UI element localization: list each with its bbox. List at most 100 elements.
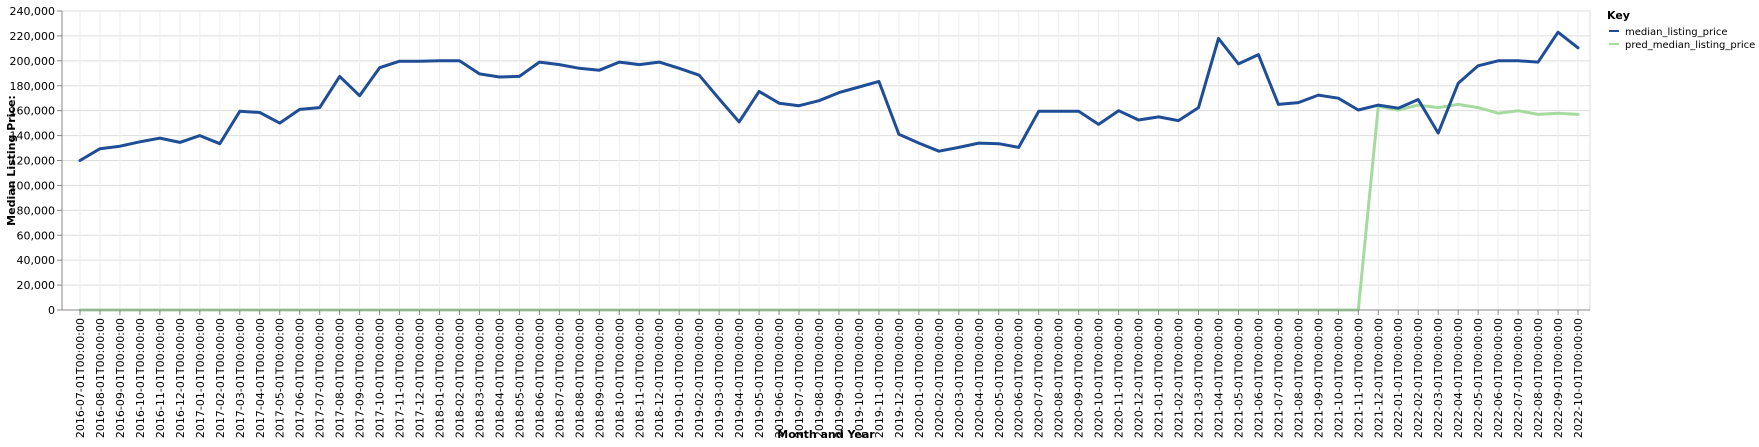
x-tick-label: 2018-11-01T00:00:00 — [633, 318, 646, 438]
x-tick-label: 2022-07-01T00:00:00 — [1512, 318, 1525, 438]
y-tick-label: 60,000 — [17, 229, 56, 242]
x-tick-label: 2020-03-01T00:00:00 — [953, 318, 966, 438]
x-tick-label: 2020-10-01T00:00:00 — [1093, 318, 1106, 438]
x-tick-label: 2021-06-01T00:00:00 — [1252, 318, 1265, 438]
x-tick-label: 2017-05-01T00:00:00 — [274, 318, 287, 438]
legend-label: pred_median_listing_price — [1625, 40, 1755, 51]
x-tick-label: 2017-03-01T00:00:00 — [234, 318, 247, 438]
x-tick-label: 2019-11-01T00:00:00 — [873, 318, 886, 438]
x-tick-label: 2020-09-01T00:00:00 — [1073, 318, 1086, 438]
x-tick-label: 2022-09-01T00:00:00 — [1552, 318, 1565, 438]
x-tick-label: 2017-07-01T00:00:00 — [314, 318, 327, 438]
y-tick-label: 180,000 — [10, 80, 56, 93]
x-tick-label: 2017-06-01T00:00:00 — [294, 318, 307, 438]
y-tick-label: 20,000 — [17, 279, 56, 292]
x-tick-label: 2021-12-01T00:00:00 — [1372, 318, 1385, 438]
x-tick-label: 2021-10-01T00:00:00 — [1332, 318, 1345, 438]
x-tick-label: 2017-02-01T00:00:00 — [214, 318, 227, 438]
x-tick-label: 2018-06-01T00:00:00 — [533, 318, 546, 438]
x-tick-label: 2016-08-01T00:00:00 — [94, 318, 107, 438]
x-tick-label: 2019-02-01T00:00:00 — [693, 318, 706, 438]
x-tick-label: 2016-09-01T00:00:00 — [114, 318, 127, 438]
x-tick-label: 2016-11-01T00:00:00 — [154, 318, 167, 438]
x-tick-label: 2020-02-01T00:00:00 — [933, 318, 946, 438]
x-tick-label: 2020-07-01T00:00:00 — [1033, 318, 1046, 438]
x-tick-label: 2020-01-01T00:00:00 — [913, 318, 926, 438]
y-axis: 0 20,000 40,000 60,000 80,000 100,000 120,000 1… — [10, 5, 63, 317]
x-tick-label: 2018-04-01T00:00:00 — [493, 318, 506, 438]
x-tick-label: 2019-10-01T00:00:00 — [853, 318, 866, 438]
x-tick-label: 2016-07-01T00:00:00 — [74, 318, 87, 438]
x-tick-label: 2020-04-01T00:00:00 — [973, 318, 986, 438]
x-tick-label: 2022-10-01T00:00:00 — [1572, 318, 1585, 438]
x-tick-label: 2018-03-01T00:00:00 — [473, 318, 486, 438]
x-tick-label: 2017-12-01T00:00:00 — [414, 318, 427, 438]
series-line-median_listing_price — [78, 30, 1580, 162]
x-tick-label: 2022-08-01T00:00:00 — [1532, 318, 1545, 438]
x-tick-label: 2022-05-01T00:00:00 — [1472, 318, 1485, 438]
x-tick-label: 2021-08-01T00:00:00 — [1292, 318, 1305, 438]
legend-label: median_listing_price — [1625, 27, 1728, 38]
x-tick-label: 2019-08-01T00:00:00 — [813, 318, 826, 438]
x-tick-label: 2019-05-01T00:00:00 — [753, 318, 766, 438]
x-tick-label: 2019-12-01T00:00:00 — [893, 318, 906, 438]
y-tick-label: 120,000 — [10, 155, 56, 168]
x-tick-label: 2021-07-01T00:00:00 — [1272, 318, 1285, 438]
x-tick-label: 2021-03-01T00:00:00 — [1193, 318, 1206, 438]
y-tick-label: 200,000 — [10, 55, 56, 68]
x-axis: 2016-07-01T00:00:00 2016-08-01T00:00:00 20… — [62, 309, 1590, 438]
y-tick-label: 40,000 — [17, 254, 56, 267]
x-tick-label: 2020-11-01T00:00:00 — [1113, 318, 1126, 438]
x-tick-label: 2021-04-01T00:00:00 — [1212, 318, 1225, 438]
x-tick-label: 2021-01-01T00:00:00 — [1153, 318, 1166, 438]
x-tick-label: 2017-01-01T00:00:00 — [194, 318, 207, 438]
x-tick-label: 2017-09-01T00:00:00 — [354, 318, 367, 438]
legend: Key median_listing_price pred_median_list… — [1607, 9, 1755, 51]
y-tick-label: 100,000 — [10, 179, 56, 192]
x-tick-label: 2021-09-01T00:00:00 — [1312, 318, 1325, 438]
y-tick-label: 220,000 — [10, 30, 56, 43]
x-tick-label: 2019-01-01T00:00:00 — [673, 318, 686, 438]
series-lines — [78, 30, 1580, 312]
x-tick-label: 2019-07-01T00:00:00 — [793, 318, 806, 438]
x-tick-label: 2019-04-01T00:00:00 — [733, 318, 746, 438]
x-tick-label: 2018-05-01T00:00:00 — [513, 318, 526, 438]
x-tick-label: 2017-10-01T00:00:00 — [374, 318, 387, 438]
x-tick-label: 2018-02-01T00:00:00 — [453, 318, 466, 438]
y-tick-label: 240,000 — [10, 5, 56, 18]
y-tick-label: 0 — [48, 304, 55, 317]
x-tick-label: 2019-06-01T00:00:00 — [773, 318, 786, 438]
y-axis-title: Median Listing Price: — [5, 95, 18, 226]
x-tick-label: 2016-12-01T00:00:00 — [174, 318, 187, 438]
y-tick-label: 80,000 — [17, 204, 56, 217]
x-tick-label: 2020-08-01T00:00:00 — [1053, 318, 1066, 438]
x-tick-label: 2022-03-01T00:00:00 — [1432, 318, 1445, 438]
x-tick-label: 2021-02-01T00:00:00 — [1173, 318, 1186, 438]
x-tick-label: 2020-06-01T00:00:00 — [1013, 318, 1026, 438]
y-gridlines — [62, 10, 1590, 311]
legend-title: Key — [1607, 9, 1630, 22]
x-tick-label: 2020-12-01T00:00:00 — [1133, 318, 1146, 438]
x-gridlines — [79, 11, 1579, 310]
x-tick-label: 2018-12-01T00:00:00 — [653, 318, 666, 438]
y-tick-label: 140,000 — [10, 130, 56, 143]
x-tick-label: 2022-04-01T00:00:00 — [1452, 318, 1465, 438]
x-tick-label: 2017-11-01T00:00:00 — [394, 318, 407, 438]
x-tick-label: 2021-05-01T00:00:00 — [1232, 318, 1245, 438]
x-tick-label: 2019-09-01T00:00:00 — [833, 318, 846, 438]
x-tick-label: 2020-05-01T00:00:00 — [993, 318, 1006, 438]
x-tick-label: 2018-09-01T00:00:00 — [593, 318, 606, 438]
x-tick-label: 2018-10-01T00:00:00 — [613, 318, 626, 438]
x-tick-label: 2019-03-01T00:00:00 — [713, 318, 726, 438]
x-tick-label: 2021-11-01T00:00:00 — [1352, 318, 1365, 438]
x-tick-label: 2018-08-01T00:00:00 — [573, 318, 586, 438]
x-tick-label: 2018-07-01T00:00:00 — [553, 318, 566, 438]
x-tick-label: 2022-01-01T00:00:00 — [1392, 318, 1405, 438]
x-tick-label: 2017-08-01T00:00:00 — [334, 318, 347, 438]
x-tick-label: 2022-06-01T00:00:00 — [1492, 318, 1505, 438]
x-axis-title: Month and Year — [777, 428, 875, 441]
x-tick-label: 2017-04-01T00:00:00 — [254, 318, 267, 438]
x-tick-label: 2022-02-01T00:00:00 — [1412, 318, 1425, 438]
x-tick-label: 2018-01-01T00:00:00 — [434, 318, 447, 438]
